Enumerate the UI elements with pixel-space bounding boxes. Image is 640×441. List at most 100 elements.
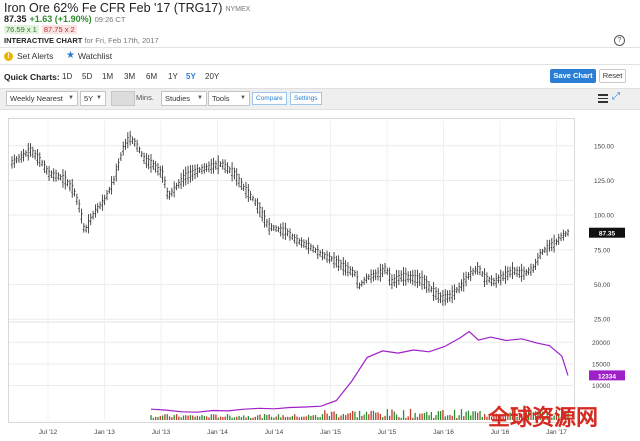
volume-bar bbox=[402, 410, 405, 420]
volume-bar bbox=[173, 415, 175, 420]
save-chart-button[interactable]: Save Chart bbox=[550, 69, 596, 83]
volume-bar bbox=[490, 416, 493, 420]
volume-bar bbox=[479, 410, 481, 420]
volume-bar bbox=[398, 417, 400, 420]
tools-select[interactable]: Tools ▼ bbox=[208, 91, 250, 106]
chevron-down-icon: ▼ bbox=[96, 95, 102, 101]
price-tick-label: 25.00 bbox=[594, 317, 611, 324]
volume-bar bbox=[310, 415, 312, 420]
volume-bar bbox=[245, 417, 247, 420]
volume-bar bbox=[168, 416, 171, 420]
quick-chart-5d[interactable]: 5D bbox=[82, 72, 93, 81]
volume-bar bbox=[389, 415, 391, 420]
volume-bar bbox=[541, 411, 544, 420]
volume-bar bbox=[449, 414, 451, 420]
volume-bar bbox=[437, 411, 439, 420]
volume-tick-label: 10000 bbox=[592, 383, 610, 390]
volume-bar bbox=[282, 415, 284, 420]
help-icon[interactable]: ? bbox=[614, 35, 625, 46]
quick-chart-20y[interactable]: 20Y bbox=[205, 72, 220, 81]
volume-bar bbox=[175, 414, 178, 420]
volume-bar bbox=[263, 414, 266, 420]
volume-bar bbox=[326, 413, 328, 420]
volume-bar bbox=[164, 414, 166, 420]
volume-bar bbox=[516, 416, 518, 420]
volume-bar bbox=[259, 414, 261, 420]
volume-bar bbox=[194, 416, 196, 420]
price-tick-label: 150.00 bbox=[594, 143, 614, 150]
volume-bar bbox=[236, 416, 238, 420]
volume-bar bbox=[544, 417, 546, 420]
quick-chart-6m[interactable]: 6M bbox=[146, 72, 158, 81]
divider bbox=[0, 64, 640, 65]
volume-bar bbox=[226, 414, 229, 420]
time-tick-label: Jul '14 bbox=[265, 429, 284, 436]
time-tick-label: Jan '15 bbox=[320, 429, 341, 436]
volume-bar bbox=[280, 417, 282, 420]
volume-bar bbox=[453, 409, 456, 420]
volume-bar bbox=[219, 416, 222, 420]
price-tick-label: 125.00 bbox=[594, 178, 614, 185]
menu-icon[interactable] bbox=[598, 94, 608, 105]
minutes-input[interactable] bbox=[111, 91, 135, 106]
volume-bar bbox=[254, 416, 256, 420]
interactive-chart-title: INTERACTIVE CHART bbox=[4, 36, 83, 45]
volume-bar bbox=[298, 417, 300, 420]
volume-tick-label: 20000 bbox=[592, 340, 610, 347]
volume-bar bbox=[567, 413, 569, 420]
volume-bar bbox=[553, 415, 555, 420]
volume-bar bbox=[551, 417, 553, 420]
volume-bar bbox=[546, 412, 548, 420]
quick-chart-5y[interactable]: 5Y bbox=[186, 72, 196, 81]
quick-chart-1d[interactable]: 1D bbox=[62, 72, 73, 81]
volume-bar bbox=[273, 417, 275, 420]
set-alerts-label: Set Alerts bbox=[17, 51, 54, 61]
time-tick-label: Jul '15 bbox=[378, 429, 397, 436]
settings-button[interactable]: Settings bbox=[290, 92, 322, 105]
quick-chart-1y[interactable]: 1Y bbox=[168, 72, 178, 81]
volume-bar bbox=[333, 411, 335, 420]
volume-bar bbox=[456, 417, 458, 420]
volume-bar bbox=[375, 412, 377, 420]
volume-bar bbox=[171, 417, 173, 420]
frequency-select[interactable]: Weekly Nearest ▼ bbox=[6, 91, 78, 106]
expand-icon[interactable]: ⤢ bbox=[612, 91, 620, 102]
volume-bar bbox=[314, 415, 317, 420]
open-interest-line bbox=[150, 330, 569, 413]
volume-bar bbox=[349, 413, 351, 420]
bid-badge: 76.59 x 1 bbox=[4, 25, 39, 34]
reset-button[interactable]: Reset bbox=[599, 69, 626, 83]
period-select[interactable]: 5Y ▼ bbox=[80, 91, 106, 106]
quick-chart-3m[interactable]: 3M bbox=[124, 72, 136, 81]
volume-bar bbox=[180, 417, 182, 420]
page-title: Iron Ore 62% Fe CFR Feb '17 (TRG17) NYMEX bbox=[4, 1, 250, 15]
volume-bar bbox=[472, 411, 474, 420]
period-value: 5Y bbox=[84, 94, 94, 103]
set-alerts-link[interactable]: ! Set Alerts bbox=[4, 51, 53, 61]
volume-bar bbox=[412, 417, 414, 420]
studies-select[interactable]: Studies ▼ bbox=[161, 91, 207, 106]
volume-bar bbox=[377, 412, 379, 420]
volume-bar bbox=[474, 411, 477, 420]
volume-bar bbox=[240, 417, 243, 420]
volume-bar bbox=[363, 414, 365, 420]
volume-bar bbox=[400, 417, 402, 420]
volume-bar bbox=[528, 410, 530, 420]
volume-bar bbox=[354, 411, 356, 420]
quick-chart-1m[interactable]: 1M bbox=[102, 72, 114, 81]
instrument-title: Iron Ore 62% Fe CFR Feb '17 (TRG17) bbox=[4, 1, 223, 15]
alert-icon: ! bbox=[4, 51, 13, 61]
watchlist-link[interactable]: ★ Watchlist bbox=[66, 51, 112, 62]
volume-bar bbox=[423, 412, 426, 420]
volume-bar bbox=[558, 416, 560, 420]
volume-bar bbox=[507, 413, 509, 420]
volume-bar bbox=[446, 415, 449, 420]
volume-bar bbox=[481, 416, 483, 420]
minutes-label: Mins. bbox=[136, 93, 154, 102]
volume-bar bbox=[261, 417, 263, 420]
volume-bar bbox=[161, 415, 164, 420]
volume-bar bbox=[358, 410, 361, 420]
compare-button[interactable]: Compare bbox=[252, 92, 287, 105]
volume-bar bbox=[206, 416, 208, 420]
